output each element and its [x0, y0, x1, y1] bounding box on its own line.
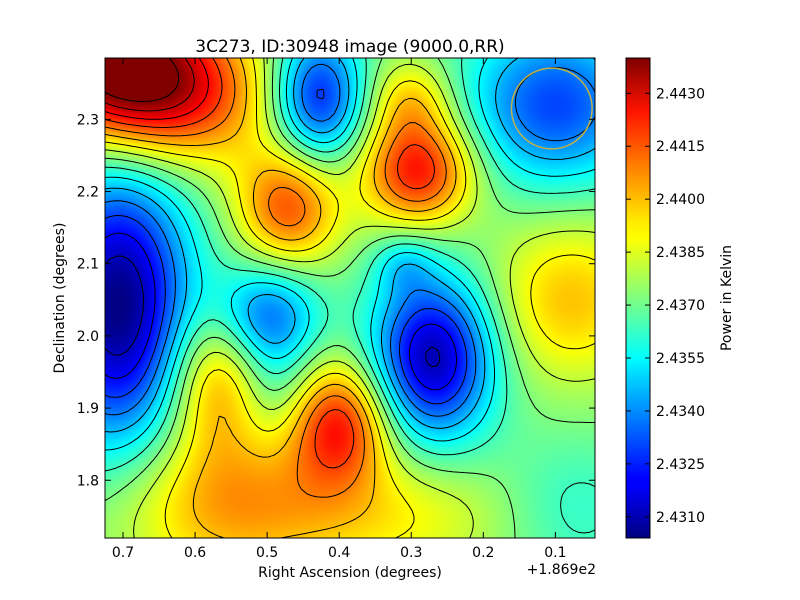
y-tick-label: 1.9	[77, 401, 99, 417]
y-tick-label: 2.3	[77, 112, 99, 128]
contour-line	[105, 58, 595, 538]
contour-line	[105, 88, 468, 405]
colorbar-label: Power in Kelvin	[719, 245, 735, 351]
y-axis-ticks: 1.8 1.9 2.0 2.1 2.2 2.3	[77, 112, 595, 489]
colorbar-gradient	[625, 57, 651, 539]
colorbar-tick-label: 2.4325	[656, 457, 705, 473]
contour-lines	[105, 58, 595, 538]
x-axis-ticks: 0.7 0.6 0.5 0.4 0.3 0.2 0.1	[112, 58, 567, 561]
y-tick-label: 2.0	[77, 329, 99, 345]
colorbar-tick-label: 2.4415	[656, 139, 705, 155]
x-tick-label: 0.3	[400, 545, 422, 561]
colorbar-tick-label: 2.4400	[656, 192, 705, 208]
colorbar-tick-label: 2.4340	[656, 404, 705, 420]
x-tick-label: 0.6	[184, 545, 206, 561]
colorbar-tick-label: 2.4370	[656, 298, 705, 314]
y-tick-label: 2.2	[77, 185, 99, 201]
chart-title: 3C273, ID:30948 image (9000.0,RR)	[195, 37, 504, 57]
y-tick-label: 1.8	[77, 473, 99, 489]
colorbar-tick-label: 2.4310	[656, 510, 705, 526]
colorbar: 2.4310 2.4325 2.4340 2.4355 2.4370 2.4385 2.44…	[625, 57, 735, 539]
x-tick-label: 0.7	[112, 545, 134, 561]
colorbar-tick-label: 2.4355	[656, 351, 705, 367]
contour-line	[105, 58, 595, 534]
x-axis-label: Right Ascension (degrees)	[258, 565, 442, 581]
contour-line	[105, 58, 195, 112]
colorbar-tick-label: 2.4385	[656, 245, 705, 261]
y-axis-label: Declination (degrees)	[52, 223, 68, 374]
beam-ellipse	[510, 67, 593, 150]
heatmap-image	[105, 58, 595, 538]
contour-line	[105, 63, 595, 417]
plot-frame	[104, 57, 596, 539]
contour-line	[105, 58, 595, 451]
contour-line	[105, 58, 595, 538]
contour-line	[105, 255, 441, 368]
y-tick-label: 2.1	[77, 257, 99, 273]
contour-line	[105, 58, 595, 433]
x-tick-label: 0.4	[328, 545, 350, 561]
contour-line	[105, 58, 595, 538]
colorbar-tick-label: 2.4430	[656, 86, 705, 102]
x-tick-label: 0.2	[472, 545, 494, 561]
contour-line	[105, 232, 457, 391]
x-offset-label: +1.869e2	[527, 562, 596, 578]
colorbar-ticks: 2.4310 2.4325 2.4340 2.4355 2.4370 2.4385 2.44…	[626, 86, 705, 526]
x-tick-label: 0.5	[256, 545, 278, 561]
heatmap-area	[105, 58, 595, 538]
contour-line	[105, 58, 180, 102]
contour-line	[105, 58, 209, 120]
x-tick-label: 0.1	[544, 545, 566, 561]
contour-line	[105, 58, 457, 538]
contour-line	[105, 58, 447, 498]
contour-line	[105, 58, 435, 469]
